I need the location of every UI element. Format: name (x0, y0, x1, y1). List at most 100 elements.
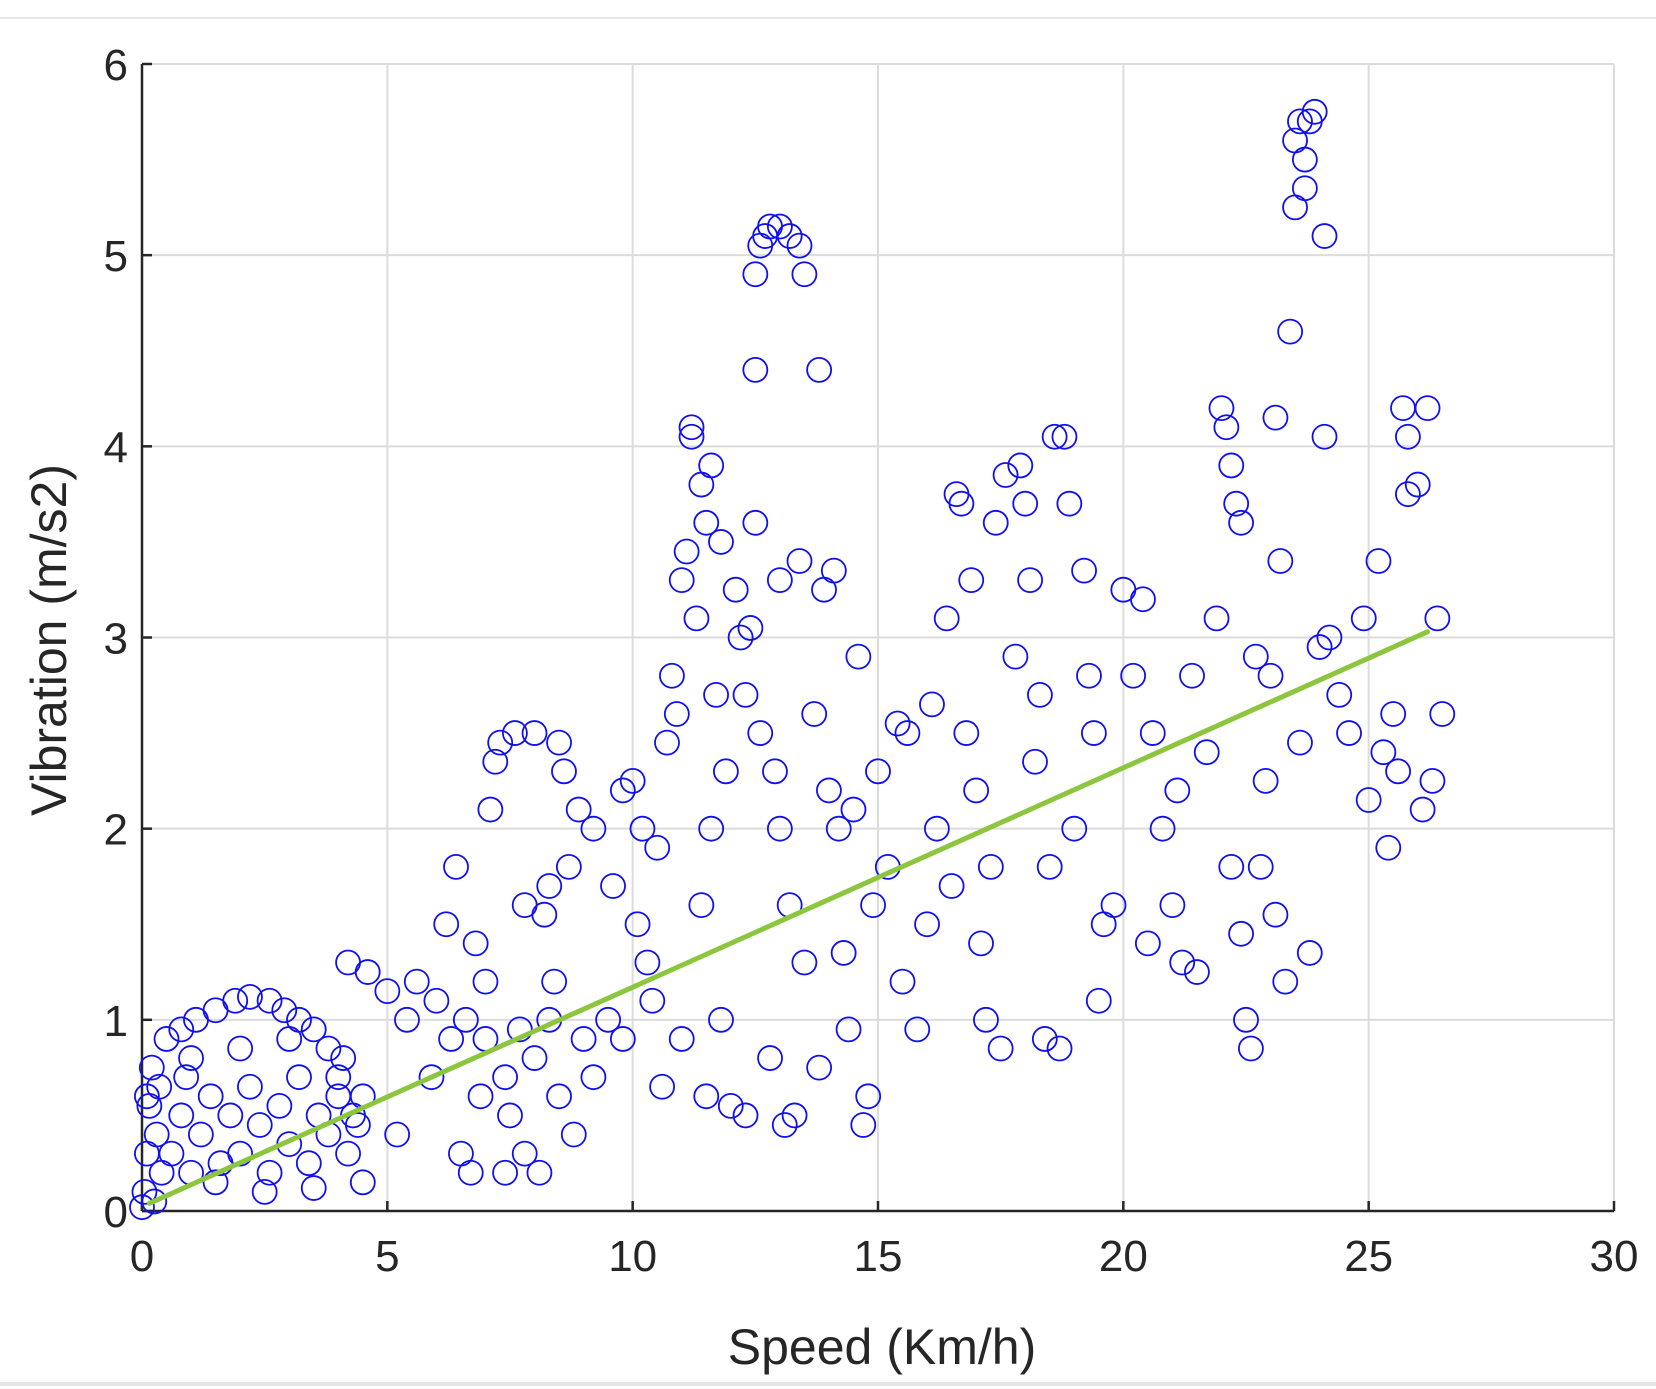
data-point (1252, 767, 1279, 794)
data-point (237, 983, 263, 1010)
data-point (521, 720, 548, 746)
data-point (923, 815, 950, 842)
data-point (781, 1102, 808, 1129)
data-point (143, 1121, 170, 1148)
data-point (1027, 681, 1053, 708)
data-point (1247, 854, 1274, 880)
data-point (580, 1064, 607, 1091)
data-point (1375, 834, 1402, 861)
data-point (889, 968, 916, 995)
data-point (629, 815, 656, 842)
data-point (595, 1006, 622, 1033)
data-point (1390, 395, 1416, 422)
data-point (546, 729, 572, 756)
data-point (953, 720, 980, 746)
data-point (968, 930, 994, 957)
data-point (1085, 987, 1112, 1014)
y-tick-label: 5 (104, 232, 128, 281)
data-point (1242, 643, 1269, 670)
data-point (776, 223, 803, 249)
data-point (830, 940, 857, 966)
data-point (766, 213, 793, 240)
data-point (462, 930, 489, 957)
data-point (330, 1045, 357, 1071)
data-point (712, 758, 739, 785)
data-point (580, 815, 607, 842)
data-point (153, 1026, 180, 1052)
x-tick-label: 25 (1344, 1232, 1393, 1281)
x-tick-label: 30 (1590, 1232, 1639, 1281)
data-point (1159, 892, 1186, 919)
data-point (457, 1159, 484, 1186)
data-point (634, 949, 661, 976)
data-point (266, 1092, 293, 1119)
data-point (497, 1102, 523, 1129)
data-point (295, 1150, 322, 1177)
data-point (1169, 949, 1196, 976)
data-point (1336, 720, 1362, 746)
x-tick-label: 5 (375, 1232, 399, 1281)
data-point (840, 796, 867, 823)
data-point (708, 529, 734, 555)
data-point (246, 1112, 273, 1138)
data-point (1223, 490, 1250, 517)
data-point (884, 710, 911, 737)
data-point (860, 892, 886, 919)
data-point (506, 1016, 533, 1043)
data-point (197, 1083, 224, 1110)
data-point (227, 1035, 254, 1062)
data-point (722, 576, 749, 603)
data-point (1380, 701, 1407, 727)
data-point (1291, 175, 1318, 202)
data-point (1120, 662, 1147, 689)
data-point (452, 1006, 479, 1033)
data-point (703, 681, 729, 708)
data-point (1262, 901, 1289, 928)
data-point (762, 758, 788, 785)
data-point (624, 911, 651, 938)
data-point (433, 911, 460, 938)
data-point (1051, 423, 1078, 450)
data-point (492, 1064, 518, 1091)
data-point (865, 758, 891, 785)
data-point (987, 1035, 1014, 1062)
data-point (609, 777, 636, 804)
y-axis-title: Vibration (m/s2) (21, 464, 77, 816)
data-point (693, 1083, 720, 1110)
data-point (1424, 605, 1451, 632)
data-point (855, 1083, 882, 1110)
data-point (1404, 471, 1431, 498)
x-tick-label: 0 (130, 1232, 154, 1281)
data-point (600, 873, 626, 899)
data-point (786, 232, 813, 259)
data-point (438, 1026, 465, 1052)
data-point (482, 748, 509, 775)
data-point (683, 605, 710, 632)
data-point (771, 1112, 798, 1138)
data-point (727, 624, 754, 651)
x-tick-label: 20 (1099, 1232, 1148, 1281)
data-point (1090, 911, 1117, 938)
data-point (146, 1073, 173, 1100)
grid (141, 63, 1615, 1212)
data-point (919, 691, 945, 718)
data-point (521, 1045, 548, 1071)
data-point (1287, 108, 1313, 135)
data-point (1272, 968, 1299, 995)
data-point (1036, 854, 1063, 880)
data-point (1071, 557, 1097, 584)
data-point (551, 758, 577, 785)
data-point (1316, 624, 1343, 651)
data-point (659, 662, 685, 689)
data-point (227, 1140, 254, 1167)
data-point (251, 1178, 278, 1205)
data-point (791, 949, 818, 976)
data-point (1179, 662, 1205, 689)
data-point (472, 968, 499, 995)
data-point (938, 873, 965, 899)
data-point (1385, 758, 1412, 785)
data-point (835, 1016, 862, 1043)
data-point (502, 720, 528, 746)
data-point (820, 557, 847, 584)
data-point (1076, 662, 1102, 689)
